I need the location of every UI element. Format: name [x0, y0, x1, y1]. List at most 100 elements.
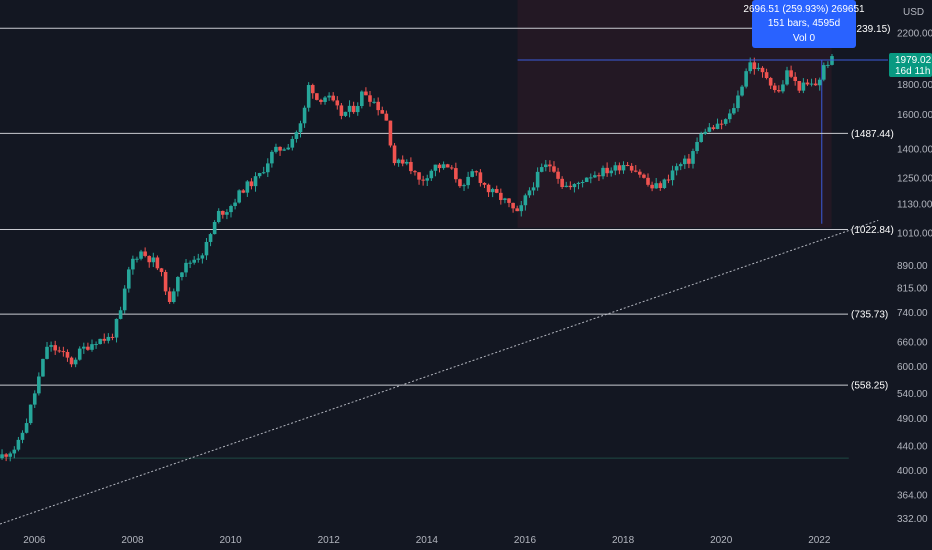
candle — [437, 163, 442, 173]
candle — [298, 120, 303, 138]
candle — [486, 183, 491, 197]
candle — [270, 150, 274, 168]
candle — [732, 103, 736, 115]
candle — [441, 161, 446, 170]
candle — [339, 102, 344, 120]
candle — [503, 197, 507, 204]
candle — [617, 162, 622, 175]
candle — [593, 171, 597, 179]
y-tick-label: 660.00 — [897, 338, 928, 349]
candle — [294, 130, 299, 143]
candle — [544, 159, 548, 172]
candle — [768, 76, 773, 90]
candle — [249, 178, 254, 190]
candle — [94, 341, 98, 349]
candle — [588, 173, 593, 184]
candle — [20, 430, 25, 444]
candle — [159, 267, 164, 277]
current-price-badge-box — [889, 53, 932, 78]
candle — [355, 102, 360, 116]
x-tick-label: 2020 — [710, 535, 733, 546]
level-label: (1022.84) — [851, 225, 894, 236]
candle — [499, 188, 503, 205]
current-price-badge: 1979.02 16d 11h — [889, 53, 932, 77]
candle — [613, 161, 618, 176]
candle — [404, 159, 409, 166]
x-tick-label: 2022 — [808, 535, 831, 546]
candle — [470, 169, 475, 178]
candle — [531, 182, 536, 196]
candle — [343, 111, 348, 118]
y-tick-label: 332.00 — [897, 514, 928, 525]
candle — [801, 78, 806, 94]
candle — [793, 72, 797, 86]
candle — [208, 232, 213, 247]
candle — [629, 163, 634, 173]
trendline[interactable] — [0, 219, 879, 525]
measure-tooltip-line1: 2696.51 (259.93%) 269651 — [743, 4, 865, 15]
y-tick-label: 440.00 — [897, 442, 928, 453]
candle — [98, 338, 102, 345]
candle — [241, 189, 246, 194]
candle — [41, 358, 45, 377]
candle — [118, 306, 123, 320]
candle — [274, 143, 278, 154]
candle — [764, 68, 769, 80]
candle — [290, 136, 295, 151]
candle — [695, 137, 699, 154]
candle — [135, 256, 139, 263]
current-price-label: 1979.02 — [895, 55, 932, 66]
candle — [90, 339, 94, 352]
candle — [429, 169, 434, 182]
candle — [715, 118, 720, 130]
candle — [65, 349, 70, 362]
candle — [650, 181, 654, 192]
candle — [826, 61, 830, 69]
level-label: (558.25) — [851, 381, 888, 392]
candle — [143, 247, 147, 258]
candle — [351, 101, 356, 114]
measure-tooltip-box — [752, 0, 856, 48]
y-tick-label: 540.00 — [897, 389, 928, 400]
candle — [176, 276, 180, 297]
candle — [372, 98, 376, 104]
candle — [61, 346, 66, 357]
candle — [560, 176, 564, 189]
candle — [568, 181, 573, 190]
x-tick-label: 2012 — [318, 535, 341, 546]
candle — [335, 96, 340, 110]
candle — [809, 78, 814, 87]
candle — [151, 252, 156, 268]
candle — [458, 178, 462, 188]
candle — [601, 165, 605, 180]
candle — [163, 269, 168, 296]
candle — [155, 255, 160, 271]
candle — [384, 110, 389, 121]
candle — [77, 346, 82, 361]
x-tick-label: 2018 — [612, 535, 635, 546]
candle — [139, 249, 143, 261]
candle — [245, 180, 250, 197]
candle — [449, 165, 454, 170]
x-axis[interactable]: 2006 2008 2010 2012 2014 2016 2018 2020 2022 — [23, 535, 831, 546]
candle — [147, 255, 152, 268]
candle — [584, 177, 589, 183]
candle — [49, 341, 53, 352]
y-tick-label: 600.00 — [897, 362, 928, 373]
candle — [466, 171, 470, 189]
candle — [323, 95, 327, 105]
candle — [392, 143, 397, 166]
candle — [548, 160, 552, 172]
candle — [376, 97, 380, 116]
candle — [380, 106, 385, 114]
candle — [302, 105, 307, 128]
candle — [53, 340, 57, 355]
candle — [777, 85, 781, 93]
bar-countdown-label: 16d 11h — [895, 66, 930, 77]
candle — [605, 162, 609, 177]
y-tick-label: 1800.00 — [897, 80, 932, 91]
y-tick-label: 1130.00 — [897, 199, 932, 210]
candle — [621, 161, 626, 174]
candle — [310, 83, 315, 99]
